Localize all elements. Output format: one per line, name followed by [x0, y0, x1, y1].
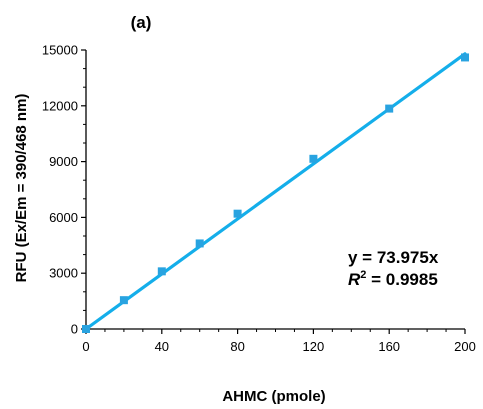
data-point: [461, 53, 469, 62]
data-point: [195, 239, 204, 248]
x-tick-label: 80: [230, 339, 244, 354]
y-tick-label: 15000: [42, 43, 78, 58]
y-tick-label: 12000: [42, 98, 78, 113]
panel-label: (a): [131, 13, 152, 32]
x-tick-label: 0: [82, 339, 89, 354]
y-tick-label: 9000: [49, 154, 78, 169]
r-squared-exponent: 2: [360, 269, 366, 281]
trendline-path: [84, 52, 467, 331]
trendline: [84, 52, 467, 331]
data-point: [119, 296, 128, 305]
y-tick-label: 0: [71, 322, 78, 337]
y-tick-label: 3000: [49, 266, 78, 281]
trendline-equation: y = 73.975x: [348, 248, 439, 267]
data-point: [233, 209, 242, 218]
x-tick-label: 160: [378, 339, 400, 354]
data-point: [309, 154, 318, 163]
data-points: [82, 53, 469, 333]
ticks: 0 3000 6000 9000 12000 15000 0 40 80 120 160 200: [42, 43, 476, 355]
y-axis-title: RFU (Ex/Em = 390/468 nm): [13, 94, 30, 283]
x-tick-label: 120: [303, 339, 325, 354]
x-axis-title: AHMC (pmole): [222, 388, 325, 405]
r-squared-label: R2 = 0.9985: [348, 269, 438, 289]
data-point: [385, 104, 394, 113]
data-point: [82, 325, 90, 333]
r-squared-symbol: R: [348, 270, 361, 289]
r-squared-value: = 0.9985: [366, 270, 437, 289]
y-tick-label: 6000: [49, 210, 78, 225]
data-point: [157, 267, 166, 276]
x-tick-label: 200: [454, 339, 476, 354]
x-tick-label: 40: [155, 339, 169, 354]
